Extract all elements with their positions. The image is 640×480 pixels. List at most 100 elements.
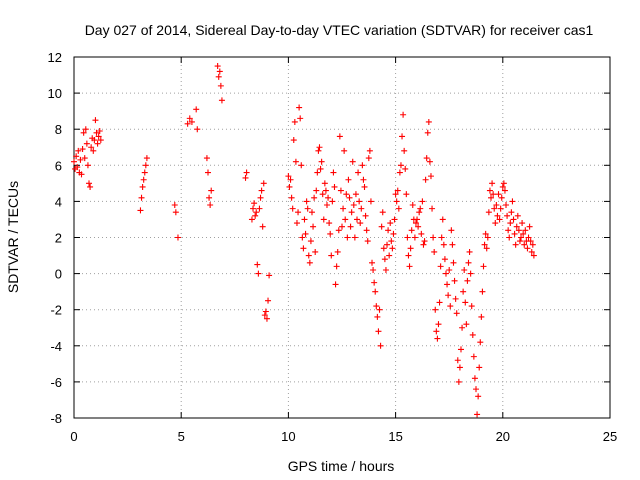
data-point — [377, 342, 384, 349]
data-point — [418, 230, 425, 237]
data-point — [366, 147, 373, 154]
x-tick-label: 25 — [603, 429, 617, 444]
data-point — [331, 183, 338, 190]
data-point — [140, 176, 147, 183]
data-point — [496, 216, 503, 223]
data-point — [88, 144, 95, 151]
data-point — [449, 241, 456, 248]
data-point — [301, 216, 308, 223]
data-point — [262, 308, 269, 315]
data-point — [83, 140, 90, 147]
data-point — [483, 245, 490, 252]
data-point — [408, 227, 415, 234]
data-point — [321, 180, 328, 187]
data-point — [332, 281, 339, 288]
data-point — [336, 133, 343, 140]
data-point — [504, 212, 511, 219]
data-point — [459, 324, 466, 331]
data-point — [365, 155, 372, 162]
data-point — [96, 128, 103, 135]
data-point — [382, 266, 389, 273]
data-point — [319, 191, 326, 198]
data-point — [78, 171, 85, 178]
data-point — [255, 270, 262, 277]
data-point — [392, 191, 399, 198]
data-point — [87, 183, 94, 190]
data-point — [470, 353, 477, 360]
data-point — [482, 230, 489, 237]
data-point — [350, 202, 357, 209]
y-tick-label: -2 — [50, 303, 62, 318]
data-point — [206, 194, 213, 201]
data-point — [526, 223, 533, 230]
data-point — [525, 234, 532, 241]
data-point — [142, 162, 149, 169]
data-point — [489, 180, 496, 187]
data-point — [516, 238, 523, 245]
data-point — [291, 118, 298, 125]
data-point — [374, 313, 381, 320]
y-tick-label: 0 — [55, 267, 62, 282]
data-point — [299, 234, 306, 241]
data-point — [346, 194, 353, 201]
data-point — [207, 202, 214, 209]
data-point — [311, 194, 318, 201]
data-point — [258, 187, 265, 194]
data-point — [442, 270, 449, 277]
data-point — [320, 216, 327, 223]
data-point — [379, 209, 386, 216]
data-point — [497, 205, 504, 212]
data-point — [306, 259, 313, 266]
data-point — [171, 202, 178, 209]
data-point — [394, 187, 401, 194]
data-point — [415, 223, 422, 230]
data-point — [242, 174, 249, 181]
data-point — [369, 259, 376, 266]
data-point — [466, 248, 473, 255]
data-point — [90, 147, 97, 154]
data-point — [326, 220, 333, 227]
data-point — [97, 137, 104, 144]
data-point — [214, 63, 221, 70]
x-tick-label: 15 — [388, 429, 402, 444]
data-point — [436, 299, 443, 306]
data-point — [248, 216, 255, 223]
data-point — [512, 241, 519, 248]
data-point — [391, 216, 398, 223]
data-point — [86, 180, 93, 187]
data-point — [371, 279, 378, 286]
data-point — [509, 198, 516, 205]
data-point — [359, 162, 366, 169]
data-point — [498, 194, 505, 201]
data-point — [349, 158, 356, 165]
data-point — [295, 209, 302, 216]
data-point — [303, 198, 310, 205]
data-point — [434, 335, 441, 342]
data-point — [79, 146, 86, 153]
data-point — [529, 241, 536, 248]
data-point — [402, 165, 409, 172]
data-point — [257, 194, 264, 201]
data-point — [439, 216, 446, 223]
data-point — [188, 118, 195, 125]
data-point — [409, 202, 416, 209]
data-points — [71, 63, 537, 418]
data-point — [420, 241, 427, 248]
data-point — [286, 183, 293, 190]
data-point — [453, 310, 460, 317]
data-point — [522, 227, 529, 234]
data-point — [474, 411, 481, 418]
data-point — [193, 106, 200, 113]
data-point — [337, 187, 344, 194]
data-point — [205, 169, 211, 176]
data-point — [397, 162, 404, 169]
data-point — [288, 194, 295, 201]
data-point — [527, 238, 534, 245]
data-point — [433, 328, 440, 335]
y-tick-label: 10 — [48, 86, 62, 101]
data-point — [452, 295, 459, 302]
data-point — [477, 339, 484, 346]
y-tick-label: 8 — [55, 122, 62, 137]
data-point — [342, 216, 349, 223]
